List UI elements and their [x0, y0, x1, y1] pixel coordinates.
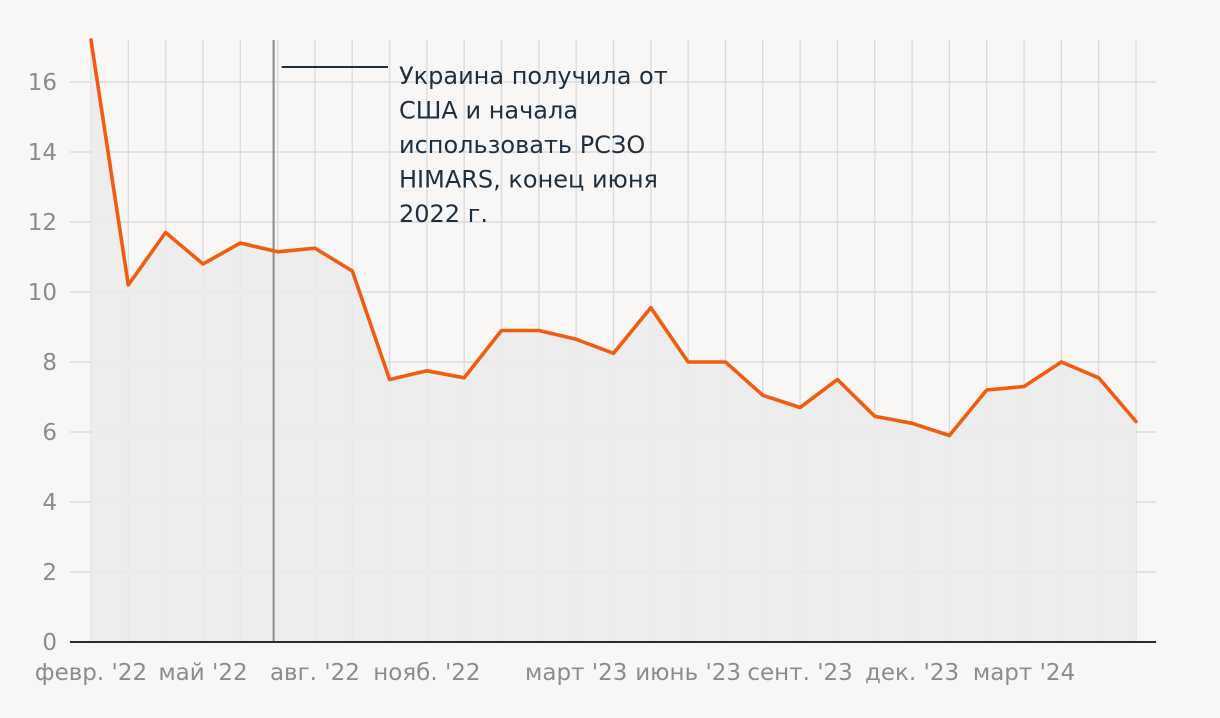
x-tick-label: март '24	[973, 660, 1075, 686]
annotation-text-line: HIMARS, конец июня	[399, 166, 658, 194]
annotation-text-line: использовать РСЗО	[399, 131, 645, 159]
x-tick-label: дек. '23	[865, 660, 959, 686]
x-tick-label: май '22	[158, 660, 247, 686]
y-axis-ticks: 0 2 4 6 8 10 12 14 16	[28, 70, 57, 656]
x-tick-label: июнь '23	[635, 660, 741, 686]
annotation-text-line: США и начала	[399, 97, 578, 125]
y-tick-label: 0	[42, 630, 57, 656]
y-tick-label: 10	[28, 280, 57, 306]
y-tick-label: 16	[28, 70, 57, 96]
series-line	[89, 38, 1138, 438]
y-tick-label: 12	[28, 210, 57, 236]
x-tick-label: авг. '22	[270, 660, 360, 686]
x-tick-label: март '23	[525, 660, 627, 686]
x-tick-label: нояб. '22	[373, 660, 480, 686]
y-tick-label: 14	[28, 140, 57, 166]
x-axis-ticks: февр. '22 май '22 авг. '22 нояб. '22 март '2…	[35, 660, 1075, 686]
annotation-text-line: Украина получила от	[399, 62, 668, 90]
x-tick-label: февр. '22	[35, 660, 147, 686]
y-tick-label: 6	[42, 420, 57, 446]
annotation-text-line: 2022 г.	[399, 200, 488, 228]
x-tick-label: сент. '23	[747, 660, 852, 686]
area-fill	[91, 40, 1136, 642]
annotation: Украина получила от США и начала использов…	[281, 62, 668, 228]
y-tick-label: 8	[42, 350, 57, 376]
y-tick-label: 2	[42, 560, 57, 586]
y-tick-label: 4	[42, 490, 57, 516]
